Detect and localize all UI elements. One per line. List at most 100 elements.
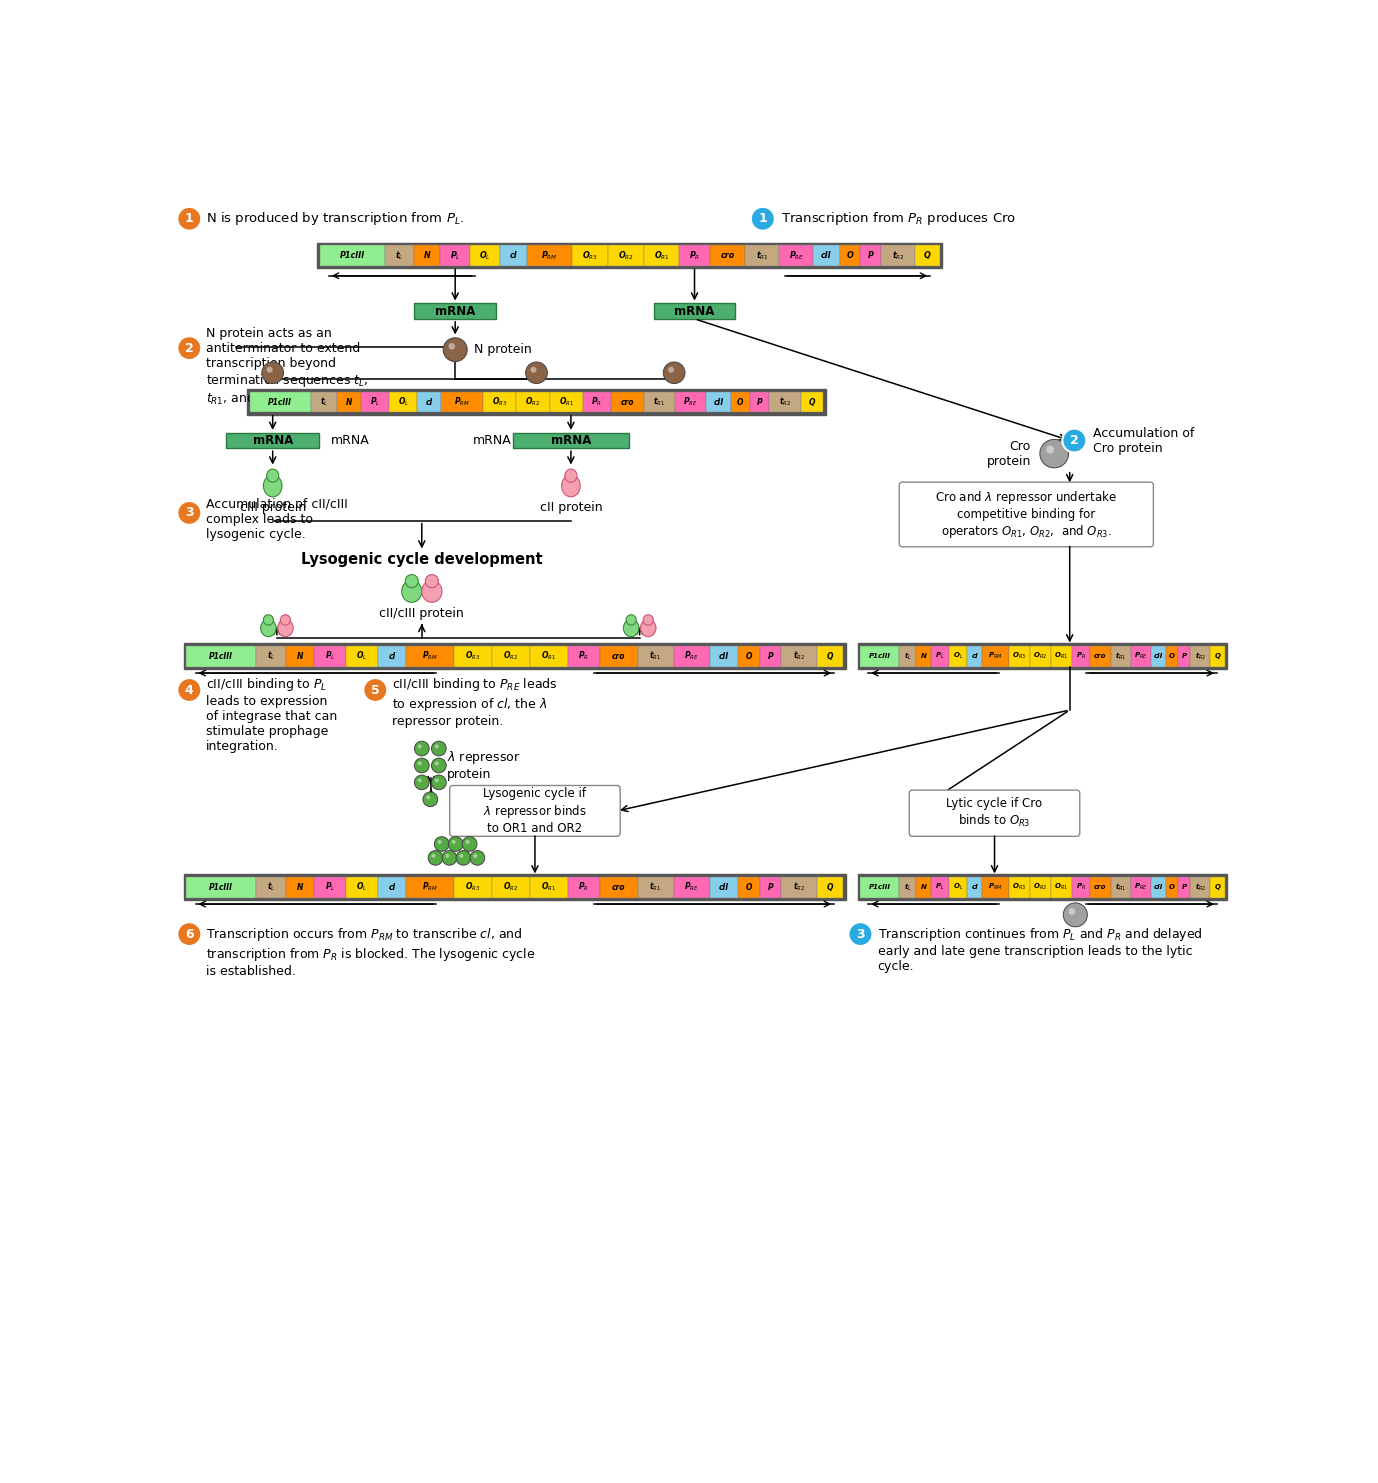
Text: P$_R$: P$_R$ [689,249,700,262]
Text: 2: 2 [1069,435,1079,446]
Text: O$_{R1}$: O$_{R1}$ [542,881,557,893]
Text: P$_{RM}$: P$_{RM}$ [988,882,1003,893]
Circle shape [751,206,774,231]
Bar [492,876,529,897]
Bar [1051,876,1072,897]
Text: O: O [1169,653,1175,658]
Text: N protein: N protein [474,343,532,356]
Bar [674,876,710,897]
Text: O$_{R3}$: O$_{R3}$ [582,249,598,262]
Text: P$_R$: P$_R$ [579,881,590,893]
Bar [1090,876,1111,897]
Circle shape [423,792,438,807]
Text: P: P [757,397,762,406]
Circle shape [525,362,547,384]
Bar [1130,876,1151,897]
Ellipse shape [626,615,637,626]
Circle shape [415,742,429,756]
Bar [568,876,599,897]
Ellipse shape [267,469,278,482]
Bar [860,645,900,666]
Text: P$_{RE}$: P$_{RE}$ [1134,882,1148,893]
Circle shape [418,779,422,783]
Text: O$_L$: O$_L$ [357,881,368,893]
Text: P: P [1182,884,1186,890]
FancyBboxPatch shape [900,482,1153,547]
Bar [568,645,599,666]
Bar [983,876,1009,897]
Bar [710,245,745,265]
Circle shape [266,366,273,372]
Bar [440,245,470,265]
Text: P$_{RE}$: P$_{RE}$ [685,881,699,893]
Bar [759,645,781,666]
Bar [1051,645,1072,666]
Bar [1090,645,1111,666]
Bar [453,876,492,897]
Ellipse shape [278,620,294,636]
Text: N: N [346,397,353,406]
Text: O: O [745,651,752,660]
Text: N: N [921,884,926,890]
Text: Q: Q [923,251,930,260]
Bar [1151,876,1166,897]
Bar [900,645,916,666]
Text: P$_L$: P$_L$ [325,650,335,663]
Text: Q: Q [1214,653,1221,658]
Ellipse shape [280,615,291,626]
Bar [1111,645,1130,666]
Bar [550,392,583,412]
Bar [949,645,967,666]
Text: t$_L$: t$_L$ [320,396,328,408]
Text: O$_{R3}$: O$_{R3}$ [466,881,481,893]
Bar [492,645,529,666]
Bar [249,392,311,412]
Text: Cro
protein: Cro protein [987,439,1031,467]
Text: Transcription continues from $P_L$ and $P_R$ and delayed
early and late gene tra: Transcription continues from $P_L$ and $… [878,927,1202,973]
Bar [1009,876,1029,897]
Text: P: P [1182,653,1186,658]
Text: t$_L$: t$_L$ [904,881,911,893]
Text: O$_{R1}$: O$_{R1}$ [1054,651,1068,661]
Text: O$_L$: O$_L$ [480,249,491,262]
Circle shape [418,761,422,765]
Text: O$_{R2}$: O$_{R2}$ [1034,882,1047,893]
Circle shape [178,337,201,360]
Bar [526,245,572,265]
Bar [183,644,846,669]
Text: P$_R$: P$_R$ [579,650,590,663]
Bar [858,875,1226,900]
Text: t$_L$: t$_L$ [267,650,276,663]
Bar [287,876,314,897]
Circle shape [462,836,477,851]
Circle shape [434,761,438,765]
Text: P$_L$: P$_L$ [449,249,460,262]
Circle shape [1040,439,1068,467]
Text: cro: cro [1094,653,1107,658]
Bar [513,433,628,448]
Text: Q: Q [827,651,834,660]
Bar [386,245,413,265]
Text: N: N [296,882,303,891]
Circle shape [178,501,201,525]
Bar [183,875,846,900]
Text: O: O [1169,884,1175,890]
Bar [1166,645,1178,666]
Text: O$_L$: O$_L$ [952,651,963,661]
Text: P$_{RM}$: P$_{RM}$ [455,396,470,408]
Ellipse shape [260,620,276,636]
Text: mRNA: mRNA [252,435,294,446]
Text: O$_{R3}$: O$_{R3}$ [492,396,507,408]
Circle shape [445,854,449,857]
Bar [860,876,900,897]
Text: 1: 1 [758,212,768,225]
Text: cII: cII [718,651,729,660]
Text: cl: cl [510,251,517,260]
Circle shape [178,678,201,701]
Ellipse shape [565,469,577,482]
Text: cII: cII [718,882,729,891]
Text: O$_{R1}$: O$_{R1}$ [1054,882,1068,893]
Bar [858,644,1226,669]
Text: cl: cl [389,882,395,891]
Bar [710,645,737,666]
